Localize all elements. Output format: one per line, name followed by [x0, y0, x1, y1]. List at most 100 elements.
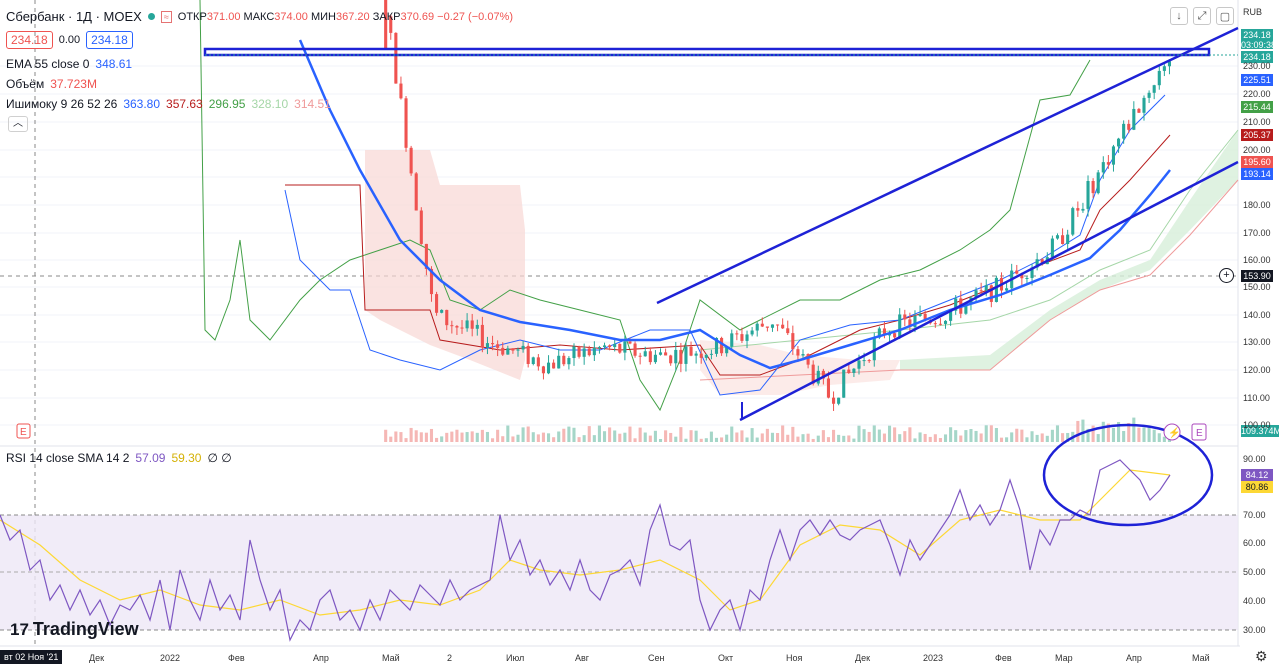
volume-bar [943, 434, 948, 442]
time-tick: 2023 [923, 653, 944, 663]
volume-bar [826, 437, 831, 442]
candle-body [1055, 235, 1060, 239]
time-tick: Авг [575, 653, 590, 663]
crosshair-plus-icon[interactable]: + [1219, 268, 1234, 283]
candle-body [954, 298, 958, 311]
ichimoku-value-4: 328.10 [251, 97, 289, 111]
maximize-button[interactable]: ▢ [1216, 7, 1234, 25]
volume-bar [577, 437, 581, 442]
rsi-legend[interactable]: RSI 14 close SMA 14 2 57.09 59.30 ∅ ∅ [6, 451, 232, 465]
volume-bar [414, 430, 418, 442]
volume-bar [638, 427, 642, 442]
arrow-down-button[interactable]: ↓ [1170, 7, 1188, 25]
volume-bar [582, 435, 586, 442]
candle-body [648, 351, 652, 363]
candle-body [419, 210, 423, 244]
candle-body [465, 320, 469, 329]
candle-body [842, 369, 846, 398]
volume-bar [964, 430, 968, 442]
ask-price[interactable]: 234.18 [86, 31, 133, 49]
ichimoku-cloud-red-2 [700, 340, 900, 395]
volume-bar [389, 436, 393, 442]
settings-gear-icon[interactable]: ⚙ [1255, 648, 1268, 664]
volume-bar [602, 431, 607, 442]
volume-bar [755, 437, 759, 442]
volume-bar [776, 432, 780, 442]
candle-body [882, 328, 886, 336]
volume-bar [541, 432, 545, 442]
rsi-sma-value: 59.30 [171, 451, 202, 465]
candle-body [1040, 259, 1044, 265]
candle-body [811, 364, 815, 384]
rsi-sma-line [0, 469, 1171, 616]
volume-bar [842, 435, 846, 442]
candle-body [557, 355, 561, 369]
collapse-legend-button[interactable]: ︿ [8, 116, 28, 132]
volume-bar [1117, 422, 1121, 442]
fullscreen-button[interactable]: ⤢ [1193, 7, 1211, 25]
candle-body [1091, 180, 1095, 194]
volume-bar [694, 430, 698, 442]
price-tag-crosshair: 153.90 [1241, 270, 1273, 282]
volume-bar [552, 437, 556, 442]
price-chart[interactable]: E E ⚡ [0, 0, 1240, 669]
time-tick: Окт [718, 653, 734, 663]
volume-bar [704, 438, 708, 442]
volume-tag: 109.374M [1241, 425, 1280, 437]
currency-label[interactable]: RUB [1243, 7, 1263, 17]
candle-body [1127, 123, 1131, 130]
volume-bar [531, 432, 535, 442]
ichimoku-cloud-red [365, 150, 525, 380]
volume-bar [664, 430, 668, 442]
volume-bar [643, 432, 647, 442]
candle-body [994, 277, 998, 302]
ema-legend[interactable]: EMA 55 close 0 348.61 [6, 57, 132, 71]
low-value: 367.20 [336, 10, 370, 23]
candle-body [735, 333, 739, 335]
hide-icon[interactable]: ≈ [160, 10, 172, 23]
time-tick: Апр [313, 653, 329, 663]
volume-bar [384, 429, 388, 442]
candle-body [837, 397, 841, 404]
volume-bar [674, 436, 678, 442]
candles [384, 0, 1171, 411]
price-tick: 120.00 [1243, 365, 1271, 375]
fullscreen-icon: ⤢ [1197, 9, 1207, 22]
candle-body [938, 323, 942, 325]
ichimoku-value-1: 363.80 [123, 97, 161, 111]
time-tick: Апр [1126, 653, 1142, 663]
volume-bar [893, 427, 897, 442]
candle-body [1066, 234, 1070, 244]
volume-bar [1005, 437, 1009, 442]
volume-bar [689, 430, 693, 442]
candle-body [1025, 277, 1029, 279]
candle-body [1096, 172, 1100, 194]
volume-bar [475, 432, 479, 442]
candle-body [491, 343, 495, 345]
volume-bar [994, 427, 998, 442]
tradingview-logo[interactable]: 17 TradingView [10, 619, 139, 640]
brand-text: TradingView [32, 619, 139, 639]
candle-body [567, 358, 571, 365]
ichimoku-legend[interactable]: Ишимоку 9 26 52 26 363.80 357.63 296.95 … [6, 97, 331, 111]
bid-price[interactable]: 234.18 [6, 31, 53, 49]
volume-bar [877, 429, 881, 442]
volume-bar [567, 426, 571, 442]
volume-bar [811, 438, 815, 442]
candle-body [1061, 235, 1065, 244]
candle-body [908, 319, 912, 328]
earnings-marker-1-label: E [20, 427, 27, 438]
volume-bar [496, 429, 500, 442]
rsi-value: 57.09 [135, 451, 166, 465]
volume-bar [933, 434, 937, 442]
volume-bar [852, 438, 856, 442]
volume-bar [974, 430, 978, 442]
volume-legend[interactable]: Объём 37.723M [6, 77, 97, 91]
time-tick: Дек [89, 653, 105, 663]
symbol-title[interactable]: Сбербанк · 1Д · MOEX [6, 9, 142, 24]
volume-bar [511, 436, 515, 442]
volume-bar [1137, 427, 1141, 442]
candle-body [857, 360, 861, 369]
candle-body [1050, 238, 1054, 258]
volume-bar [1050, 429, 1054, 442]
